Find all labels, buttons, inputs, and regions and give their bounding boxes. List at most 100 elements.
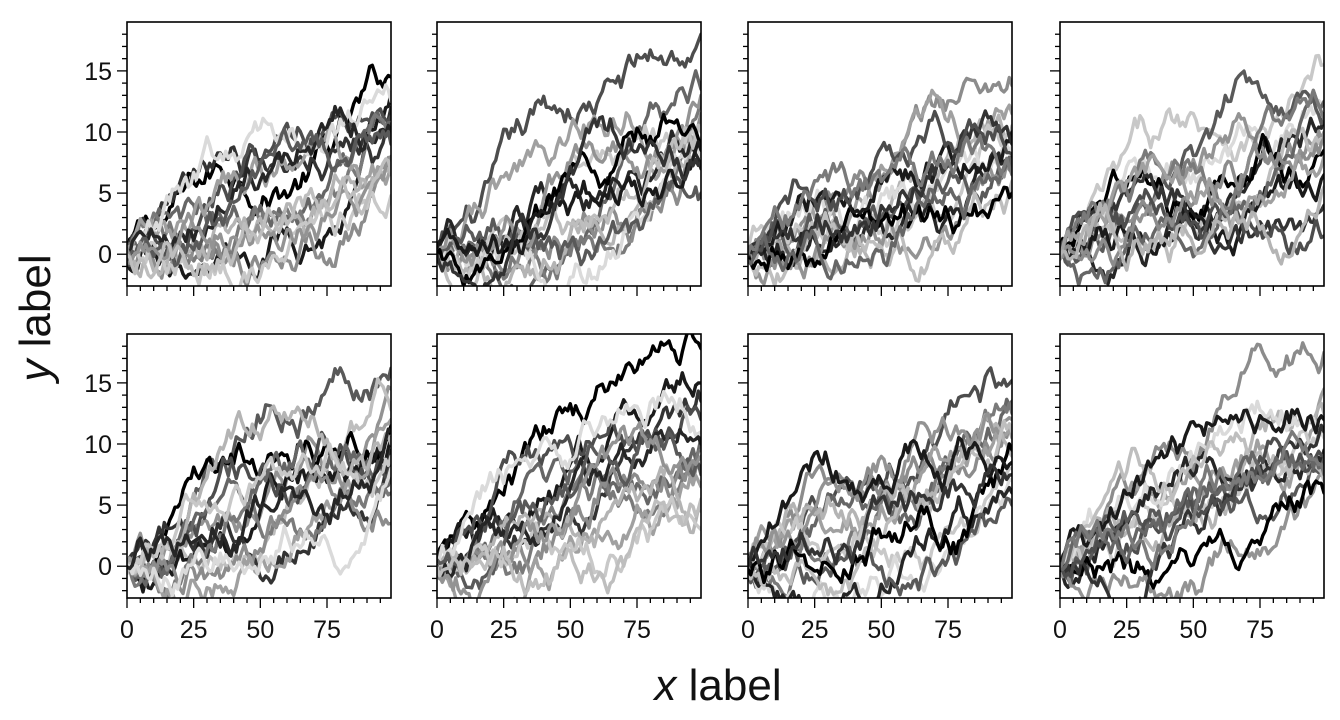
y-tick-label: 5: [98, 180, 112, 208]
series-line: [748, 485, 1012, 598]
panel-0-0: 0 5 10 15: [84, 21, 392, 296]
series-line: [1060, 479, 1324, 590]
series-line: [437, 139, 701, 258]
series-line: [1060, 407, 1324, 569]
panels-layer: 0 5 10 15 0 5 10 15 0 25 50 75 0 25 50 75 0 25 50 75 0 25 50 75: [84, 21, 1325, 644]
series-line: [127, 157, 391, 280]
series-line: [748, 427, 1012, 564]
series-line: [437, 463, 701, 575]
series-line: [127, 83, 391, 260]
series-line: [748, 424, 1012, 574]
series-line: [1060, 69, 1324, 267]
series-line: [437, 111, 701, 265]
series-line: [127, 466, 391, 598]
x-tick-label: 50: [1179, 616, 1207, 644]
series-line: [437, 123, 701, 286]
panel-frame: [747, 21, 1013, 287]
x-tick-label: 50: [556, 616, 584, 644]
x-tick-label: 25: [180, 616, 208, 644]
series-line: [437, 495, 701, 580]
x-tick-label: 75: [1246, 616, 1274, 644]
panel-1-0: 0 5 10 15 0 25 50 75: [84, 333, 392, 644]
x-tick-label: 25: [490, 616, 518, 644]
series-line: [748, 155, 1012, 281]
series-line: [748, 463, 1012, 569]
panel-0-2: [738, 21, 1013, 296]
series-group: [1060, 341, 1324, 598]
x-axis-title: x label: [652, 661, 781, 710]
series-line: [748, 109, 1012, 254]
series-line: [1060, 431, 1324, 570]
x-tick-label: 0: [430, 616, 444, 644]
series-line: [748, 109, 1012, 252]
series-line: [748, 435, 1012, 568]
series-line: [437, 428, 701, 591]
y-axis-title-var: y: [11, 357, 60, 385]
panel-frame: [126, 333, 392, 599]
x-tick-label: 25: [801, 616, 829, 644]
series-line: [127, 190, 391, 286]
series-group: [437, 334, 701, 598]
x-tick-label: 0: [741, 616, 755, 644]
series-line: [748, 442, 1012, 585]
x-axis-title-var: x: [652, 661, 678, 710]
series-line: [1060, 448, 1324, 589]
series-group: [127, 63, 391, 286]
panel-0-3: [1050, 21, 1325, 296]
series-line: [127, 436, 391, 594]
x-tick-label: 50: [867, 616, 895, 644]
panel-frame: [436, 21, 702, 287]
series-line: [748, 75, 1012, 261]
x-tick-label: 50: [246, 616, 274, 644]
series-group: [437, 32, 701, 286]
x-tick-label: 25: [1113, 616, 1141, 644]
panel-frame: [126, 21, 392, 287]
y-tick-label: 15: [84, 58, 112, 86]
series-line: [748, 185, 1012, 273]
series-line: [127, 439, 391, 587]
series-line: [437, 389, 701, 570]
y-tick-label: 10: [84, 119, 112, 147]
series-line: [1060, 430, 1324, 571]
y-tick-label: 15: [84, 370, 112, 398]
series-line: [437, 175, 701, 267]
y-tick-label: 5: [98, 492, 112, 520]
y-tick-label: 10: [84, 431, 112, 459]
series-line: [1060, 88, 1324, 286]
x-tick-label: 0: [120, 616, 134, 644]
y-axis-title: y label: [11, 254, 60, 384]
panel-0-1: [427, 21, 702, 296]
series-group: [748, 366, 1012, 598]
series-line: [437, 421, 701, 598]
panel-1-3: 0 25 50 75: [1050, 333, 1325, 644]
panel-frame: [436, 333, 702, 599]
series-line: [127, 471, 391, 596]
panel-1-2: 0 25 50 75: [738, 333, 1013, 644]
x-tick-label: 0: [1053, 616, 1067, 644]
series-line: [437, 389, 701, 570]
series-line: [1060, 153, 1324, 261]
series-line: [1060, 136, 1324, 267]
y-axis-title-rest: label: [11, 254, 60, 359]
series-line: [437, 497, 701, 596]
x-tick-label: 75: [934, 616, 962, 644]
series-line: [748, 366, 1012, 572]
series-group: [1060, 53, 1324, 286]
series-group: [127, 366, 391, 598]
series-line: [437, 473, 701, 598]
series-line: [1060, 185, 1324, 272]
panel-frame: [1059, 333, 1325, 599]
series-line: [748, 134, 1012, 257]
panel-frame: [1059, 21, 1325, 287]
y-tick-label: 0: [98, 241, 112, 269]
series-line: [1060, 170, 1324, 261]
series-line: [437, 115, 701, 286]
panel-1-1: 0 25 50 75: [427, 333, 702, 644]
panel-frame: [747, 333, 1013, 599]
x-tick-label: 75: [623, 616, 651, 644]
x-axis-title-rest: label: [676, 661, 781, 710]
y-tick-label: 0: [98, 553, 112, 581]
series-line: [127, 427, 391, 571]
